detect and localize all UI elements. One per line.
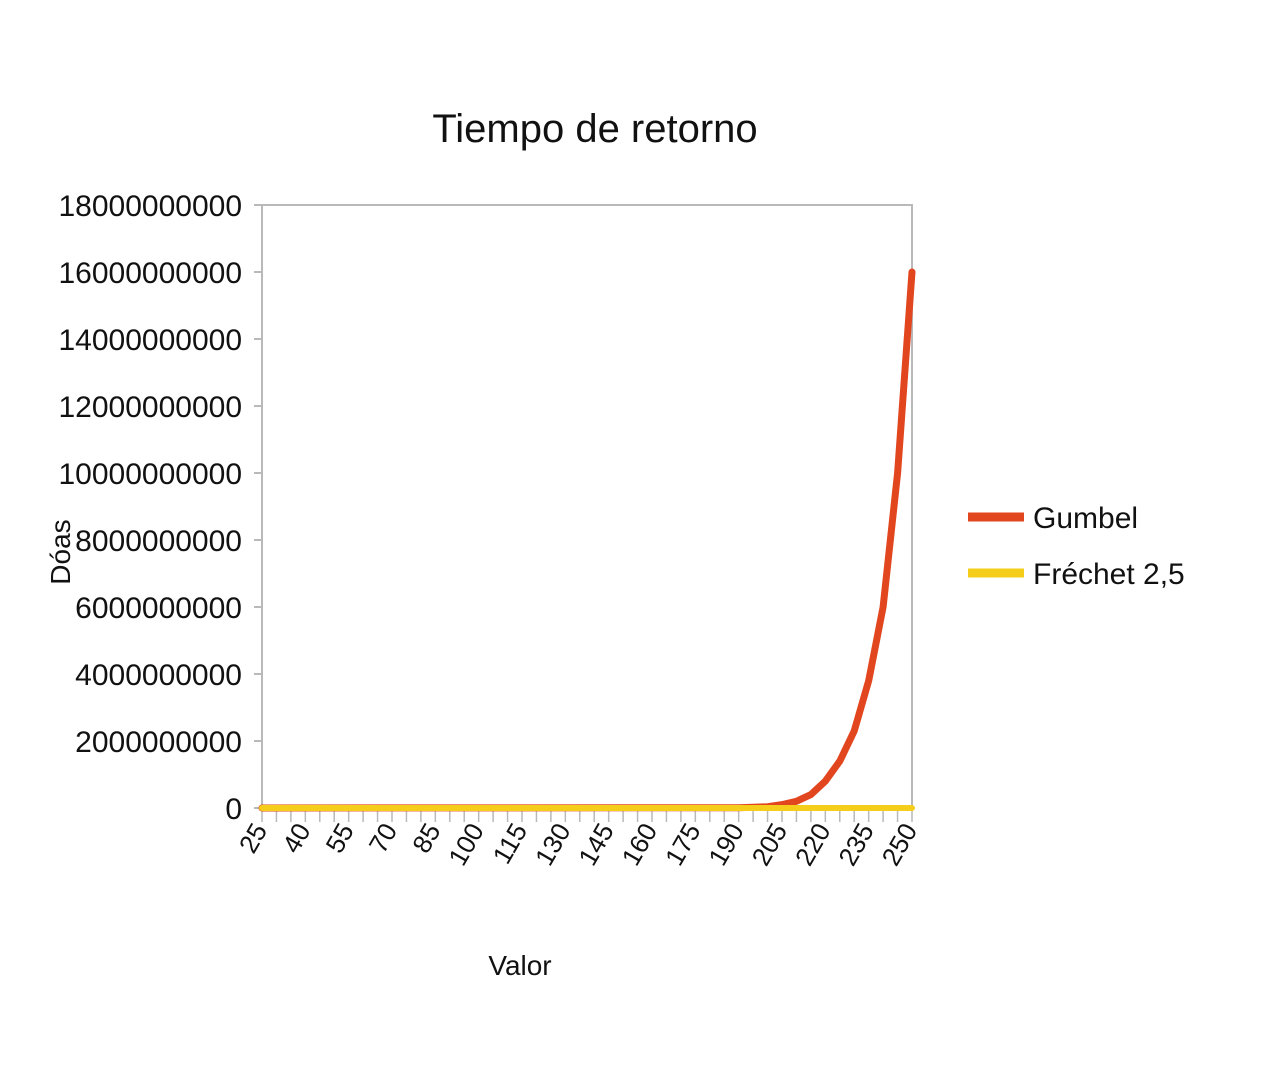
legend: Gumbel Fréchet 2,5 [968,502,1185,591]
x-tick-label: 115 [486,818,533,869]
x-tick-label: 85 [406,818,446,858]
x-tick-label: 220 [789,818,837,871]
x-tick-label: 130 [529,818,577,871]
y-tick-label: 6000000000 [75,592,242,625]
y-tick-label: 14000000000 [58,324,242,357]
x-tick-label: 205 [746,818,794,871]
x-tick-label: 250 [876,818,924,871]
legend-label-gumbel: Gumbel [1033,502,1138,535]
x-tick-label: 40 [276,818,316,858]
y-tick-label: 10000000000 [58,458,242,491]
x-tick-label: 190 [702,818,750,871]
y-tick-label: 2000000000 [75,726,242,759]
x-axis: 25 40 55 70 85100115130145160175190205220235… [233,808,923,871]
y-axis-label: Dóas [45,519,76,584]
series-layer [258,268,916,812]
y-axis: 0 2000000000 4000000000 6000000000 800000000… [58,190,262,826]
y-tick-label: 0 [225,793,242,826]
y-tick-label: 4000000000 [75,659,242,692]
x-tick-label: 175 [659,818,707,871]
y-tick-label: 12000000000 [58,391,242,424]
y-tick-label: 8000000000 [75,525,242,558]
x-tick-label: 160 [616,818,664,871]
y-tick-label: 18000000000 [58,190,242,223]
x-tick-label: 145 [572,818,620,871]
x-tick-label: 70 [363,818,403,858]
x-tick-label: 100 [442,818,490,871]
plot-area [261,204,913,809]
x-tick-label: 55 [319,818,359,858]
y-tick-label: 16000000000 [58,257,242,290]
legend-label-frechet: Fréchet 2,5 [1033,558,1185,591]
chart-title: Tiempo de retorno [432,107,757,151]
x-axis-label: Valor [488,950,551,981]
x-tick-label: 235 [832,818,880,871]
